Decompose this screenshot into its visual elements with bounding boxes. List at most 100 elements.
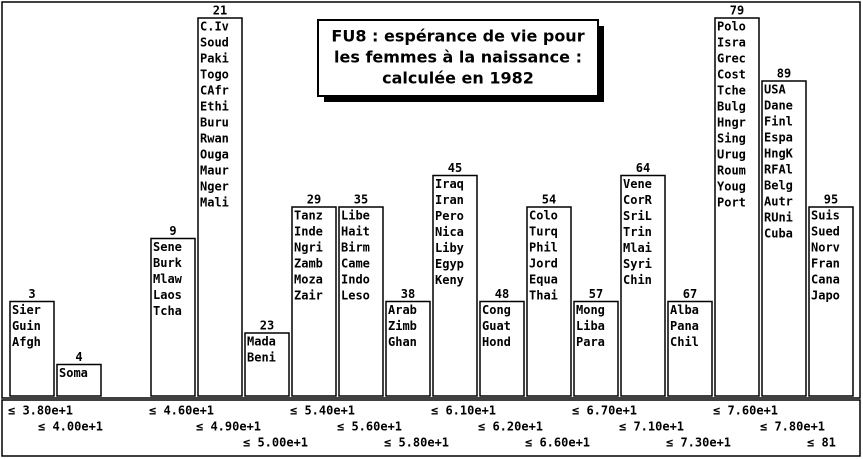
cumulative-label: 4 <box>75 350 82 364</box>
title-box <box>317 19 599 97</box>
cumulative-label: 3 <box>28 287 35 301</box>
member-label: Port <box>717 196 746 210</box>
cumulative-label: 38 <box>401 287 415 301</box>
member-label: C.Iv <box>200 20 229 34</box>
chart-title: les femmes à la naissance : <box>334 48 582 67</box>
member-label: Rwan <box>200 132 229 146</box>
member-label: Grec <box>717 52 746 66</box>
member-label: Finl <box>764 115 793 129</box>
member-label: CorR <box>623 193 653 207</box>
member-label: Polo <box>717 20 746 34</box>
cumulative-label: 64 <box>636 161 650 175</box>
member-label: Keny <box>435 273 464 287</box>
member-label: Trin <box>623 225 652 239</box>
member-label: Norv <box>811 241 840 255</box>
x-tick-label: ≤ 3.80e+1 <box>8 404 73 418</box>
member-label: Chil <box>670 335 699 349</box>
bar <box>291 206 337 397</box>
member-label: Belg <box>764 179 793 193</box>
member-label: Inde <box>294 225 323 239</box>
member-label: Thai <box>529 289 558 303</box>
bar <box>761 80 807 397</box>
member-label: CAfr <box>200 84 229 98</box>
x-tick-label: ≤ 5.80e+1 <box>384 436 449 450</box>
x-tick-label: ≤ 6.10e+1 <box>431 404 496 418</box>
member-label: Ghan <box>388 335 417 349</box>
chart-title: calculée en 1982 <box>382 69 534 88</box>
member-label: Moza <box>294 273 323 287</box>
member-label: Soma <box>59 366 88 380</box>
x-tick-label: ≤ 6.60e+1 <box>525 436 590 450</box>
member-label: RUni <box>764 211 793 225</box>
member-label: Hond <box>482 335 511 349</box>
bar <box>808 206 854 397</box>
member-label: Libe <box>341 209 370 223</box>
member-label: Syri <box>623 257 652 271</box>
cumulative-label: 9 <box>169 224 176 238</box>
member-label: Equa <box>529 273 558 287</box>
member-label: Indo <box>341 273 370 287</box>
cumulative-label: 54 <box>542 193 556 207</box>
x-tick-label: ≤ 81 <box>807 436 836 450</box>
member-label: Japo <box>811 289 840 303</box>
cumulative-label: 29 <box>307 193 321 207</box>
member-label: RFAl <box>764 163 793 177</box>
cumulative-label: 23 <box>260 319 274 333</box>
x-tick-label: ≤ 7.60e+1 <box>713 404 778 418</box>
member-label: Liby <box>435 241 464 255</box>
member-label: Soud <box>200 36 229 50</box>
bar <box>244 332 290 397</box>
axis-frame <box>1 399 861 457</box>
bar <box>432 174 478 397</box>
member-label: Ouga <box>200 148 229 162</box>
bar <box>526 206 572 397</box>
cumulative-label: 45 <box>448 161 462 175</box>
member-label: Jord <box>529 257 558 271</box>
member-label: SriL <box>623 209 652 223</box>
member-label: Arab <box>388 303 417 317</box>
member-label: Mlai <box>623 241 652 255</box>
bar <box>385 300 431 397</box>
member-label: Birm <box>341 241 370 255</box>
x-tick-label: ≤ 4.00e+1 <box>38 420 103 434</box>
member-label: Tanz <box>294 209 323 223</box>
bar <box>573 300 619 397</box>
member-label: Mlaw <box>153 272 183 286</box>
member-label: Came <box>341 257 370 271</box>
member-label: Mong <box>576 303 605 317</box>
member-label: Dane <box>764 99 793 113</box>
member-label: Togo <box>200 68 229 82</box>
x-tick-label: ≤ 6.20e+1 <box>478 420 543 434</box>
cumulative-label: 67 <box>683 287 697 301</box>
x-tick-label: ≤ 7.30e+1 <box>666 436 731 450</box>
member-label: Leso <box>341 289 370 303</box>
member-label: Phil <box>529 241 558 255</box>
cumulative-label: 35 <box>354 193 368 207</box>
bar <box>479 300 525 397</box>
member-label: Hait <box>341 225 370 239</box>
cumulative-label: 89 <box>777 67 791 81</box>
member-label: Iraq <box>435 177 464 191</box>
member-label: Paki <box>200 52 229 66</box>
member-label: Maur <box>200 164 229 178</box>
cumulative-label: 57 <box>589 287 603 301</box>
member-label: Hngr <box>717 116 746 130</box>
member-label: Chin <box>623 273 652 287</box>
member-label: Sing <box>717 132 746 146</box>
bar <box>150 237 196 397</box>
member-label: Suis <box>811 209 840 223</box>
member-label: Pana <box>670 319 699 333</box>
member-label: Laos <box>153 288 182 302</box>
member-label: Fran <box>811 257 840 271</box>
member-label: Cuba <box>764 227 793 241</box>
member-label: Cana <box>811 273 840 287</box>
x-tick-label: ≤ 7.80e+1 <box>760 420 825 434</box>
member-label: Ethi <box>200 100 229 114</box>
x-tick-label: ≤ 7.10e+1 <box>619 420 684 434</box>
member-label: Zamb <box>294 257 323 271</box>
x-tick-label: ≤ 5.40e+1 <box>290 404 355 418</box>
member-label: Alba <box>670 303 699 317</box>
member-label: Autr <box>764 195 793 209</box>
x-tick-label: ≤ 5.00e+1 <box>243 436 308 450</box>
